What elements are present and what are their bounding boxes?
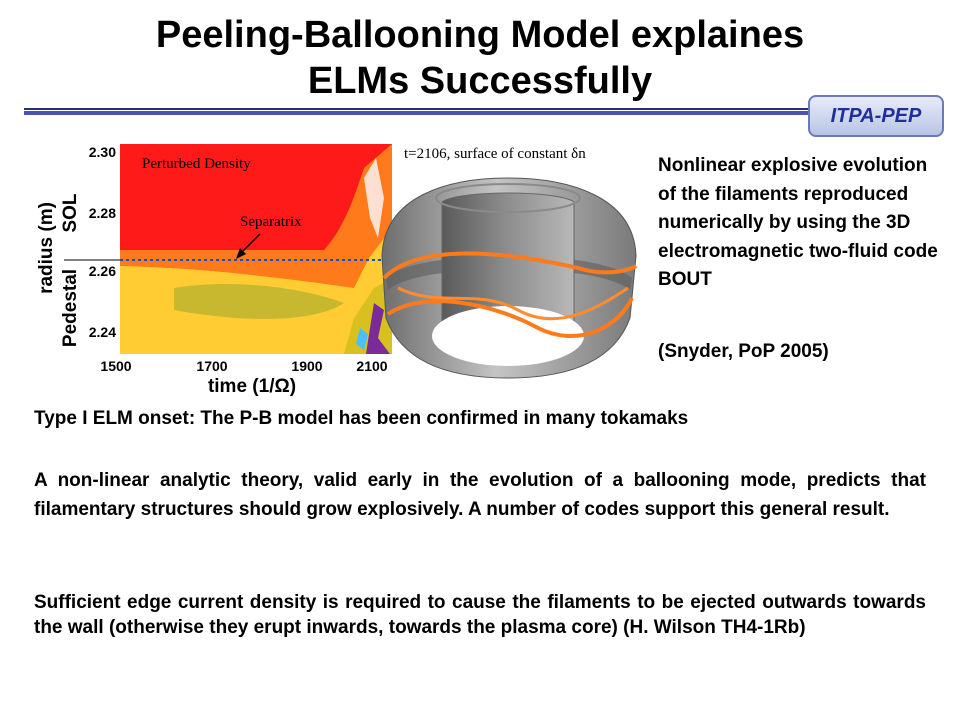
side-description: Nonlinear explosive evolution of the fil… — [658, 155, 938, 290]
title-line-1: Peeling-Ballooning Model explaines — [155, 14, 805, 56]
render-caption: t=2106, surface of constant δn — [404, 146, 586, 162]
separatrix-arrow — [239, 233, 261, 255]
itpa-badge: ITPA-PEP — [808, 95, 944, 137]
page-title: Peeling-Ballooning Model explaines ELMs … — [0, 12, 960, 104]
ytick-224: 2.24 — [89, 324, 116, 340]
region-sol-label: SOL — [60, 193, 81, 232]
filament-3 — [397, 286, 629, 321]
y-axis-label: radius (m) — [36, 202, 57, 294]
x-axis-label: time (1/Ω) — [208, 376, 296, 397]
contour-purple — [366, 303, 390, 354]
side-citation: (Snyder, PoP 2005) — [658, 341, 829, 362]
ytick-228: 2.28 — [89, 205, 116, 221]
contour-edge — [344, 278, 392, 354]
title-rule-thick — [24, 111, 814, 115]
region-pedestal-label: Pedestal — [60, 269, 81, 347]
separatrix-label: Separatrix — [240, 214, 302, 230]
filament-2 — [386, 297, 634, 338]
title-rule-thin — [24, 108, 814, 110]
torus-top-rim — [435, 183, 581, 213]
filament-1 — [382, 251, 638, 280]
xtick-1900: 1900 — [291, 358, 322, 374]
ytick-230: 2.30 — [89, 144, 116, 160]
torus-render: t=2106, surface of constant δn — [381, 146, 638, 379]
separatrix-arrowhead — [236, 248, 246, 259]
ytick-226: 2.26 — [89, 263, 116, 279]
paragraph-analytic-theory: A non-linear analytic theory, valid earl… — [34, 470, 926, 520]
xtick-2100: 2100 — [356, 358, 387, 374]
density-plot: Perturbed Density Separatrix 2.30 2.28 2… — [36, 144, 392, 397]
contour-cyan — [356, 328, 368, 350]
xtick-1700: 1700 — [196, 358, 227, 374]
torus-hole — [432, 306, 584, 366]
paragraph-edge-current: Sufficient edge current density is requi… — [34, 592, 926, 638]
contour-olive — [174, 283, 344, 320]
title-line-2: ELMs Successfully — [307, 60, 653, 102]
xtick-1500: 1500 — [100, 358, 131, 374]
panel-label: Perturbed Density — [142, 156, 251, 172]
contour-white — [364, 158, 384, 238]
paragraph-elm-onset: Type I ELM onset: The P-B model has been… — [34, 408, 689, 429]
